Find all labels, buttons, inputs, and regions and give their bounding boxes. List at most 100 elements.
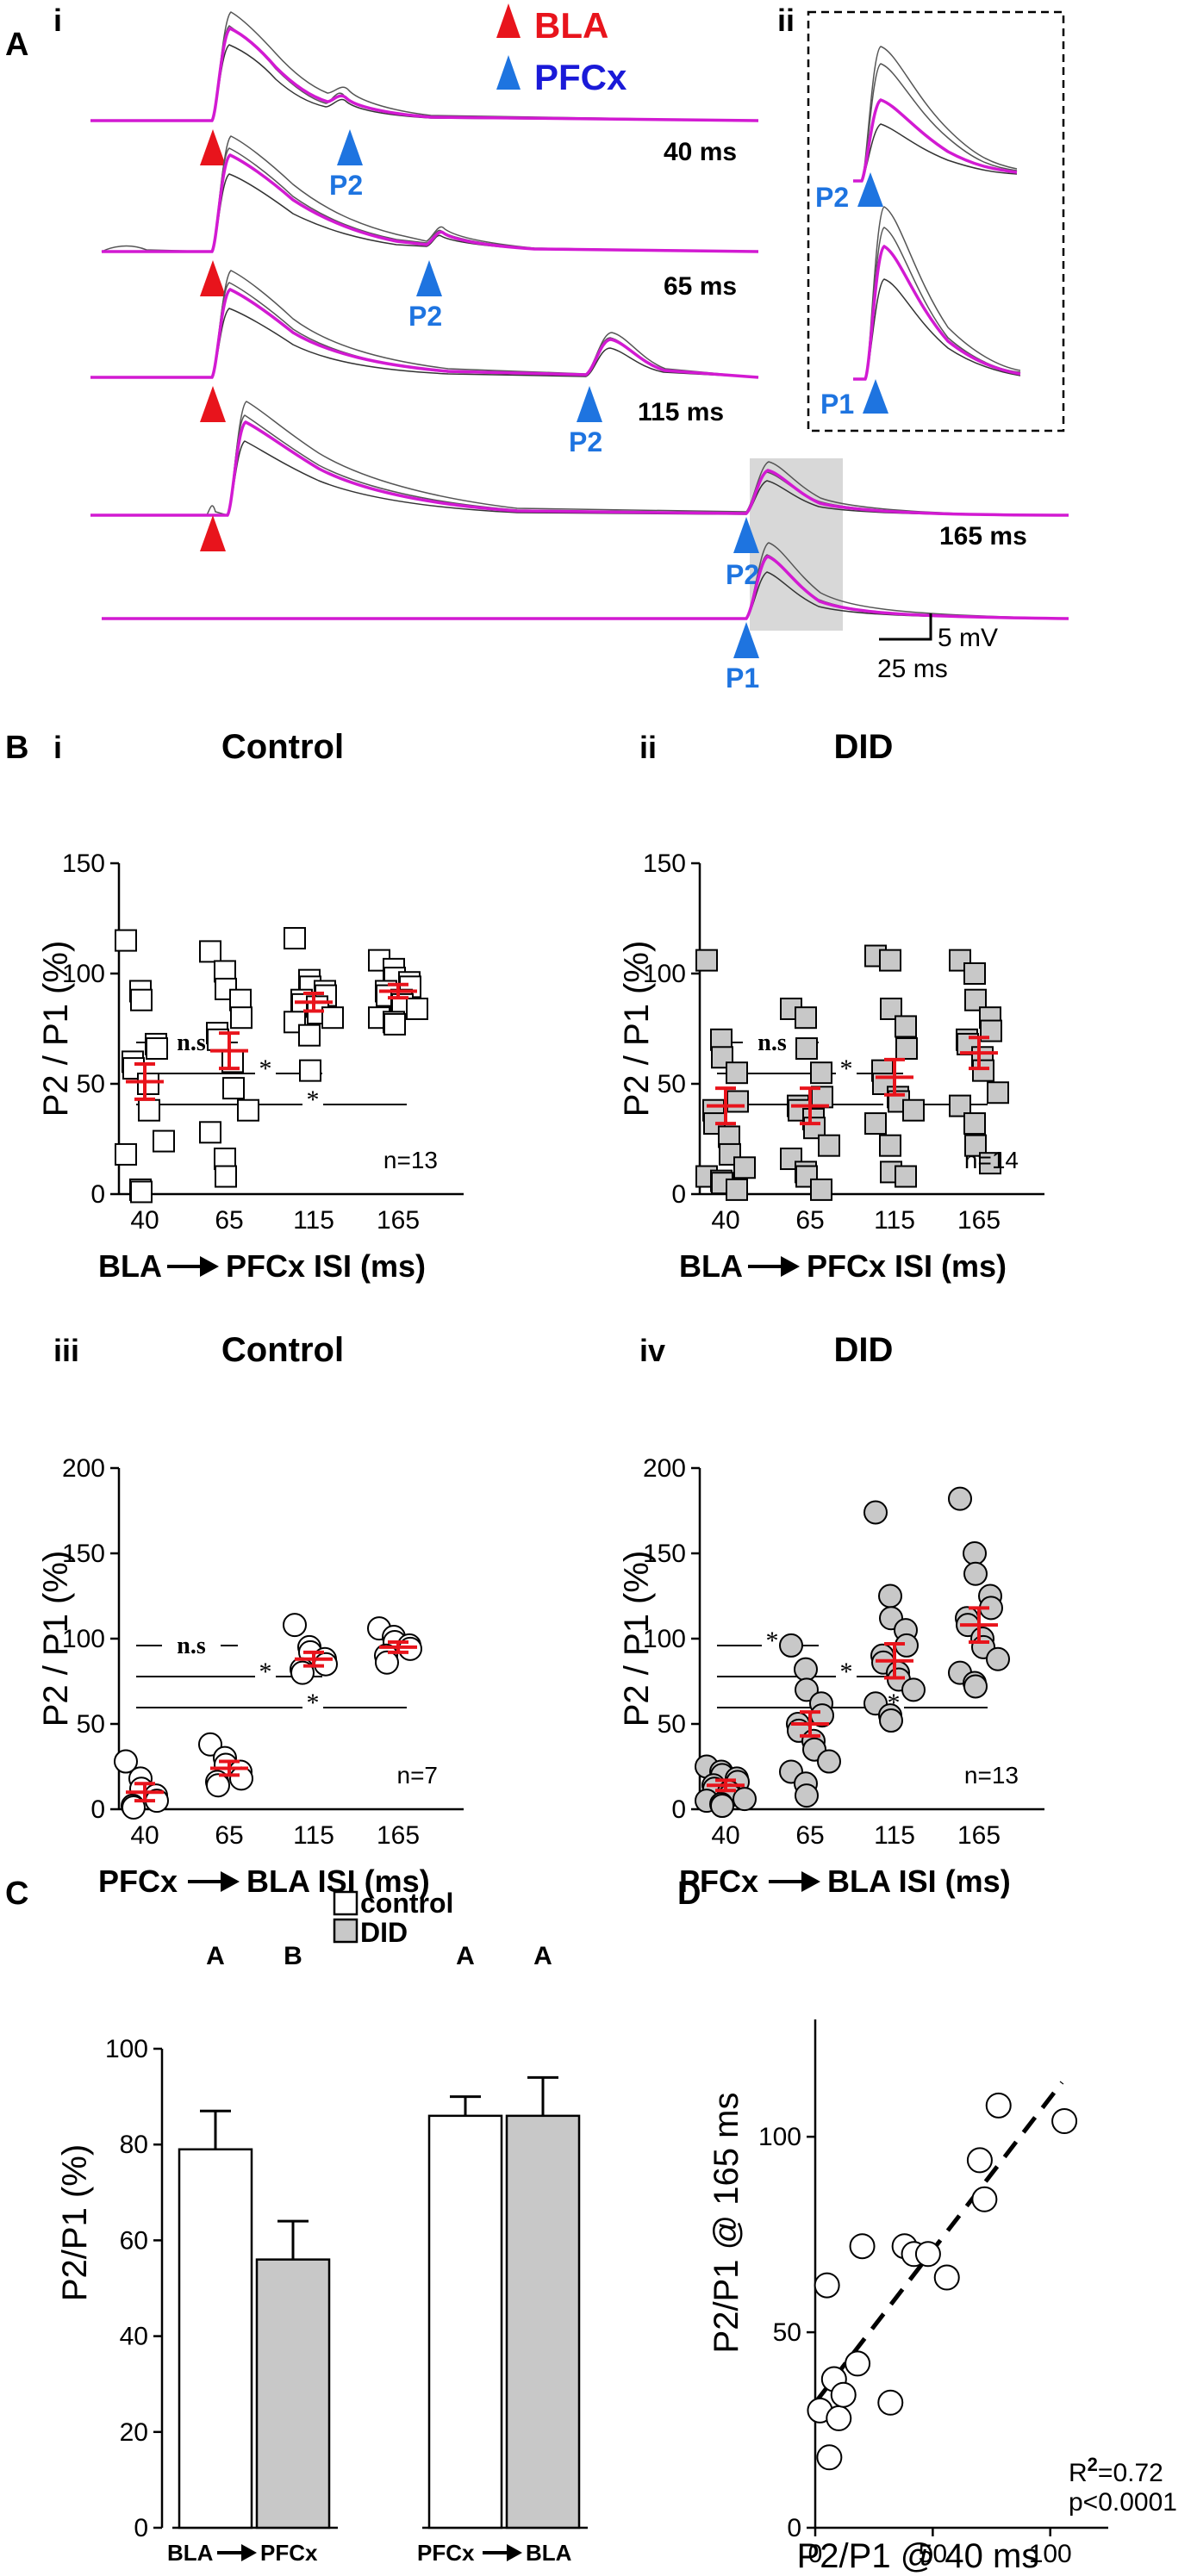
trace-raw: [90, 308, 759, 378]
trace-raw: [853, 46, 1018, 182]
b-iii-chart: iii Control P2 / P1 (%) 0 50 100 150 200 40 65 115…: [37, 1331, 464, 1899]
data-point: [711, 1046, 733, 1069]
data-point: [963, 1561, 988, 1586]
trace-mean: [90, 26, 759, 122]
d-r2-value: =0.72: [1098, 2459, 1163, 2487]
b-x-tick-label: 115: [293, 1821, 334, 1850]
bar-group-letter: B: [284, 1942, 302, 1970]
bar: [178, 2148, 253, 2529]
data-point: [948, 1486, 972, 1511]
trace-mean: [102, 555, 1069, 620]
arrow-right-icon: [200, 1256, 219, 1277]
data-point: [115, 929, 137, 952]
b-ii-chart: ii DID P2 / P1 (%) 0 50 100 150 40 65 115 165 BLA PF…: [618, 728, 1044, 1284]
c-x-label-right: BLA: [526, 2540, 572, 2566]
trace-65ms: 65 ms: [101, 135, 759, 301]
b-y-axis-label: P2 / P1 (%): [37, 1551, 75, 1727]
d-x-tick-label: 0: [808, 2540, 823, 2568]
trace-isi-label: 115 ms: [638, 398, 724, 426]
data-point: [199, 1121, 221, 1144]
pfcx-stim-arrowhead-icon: [857, 172, 883, 207]
data-point: [849, 2233, 876, 2260]
b-y-tick-label: 150: [62, 849, 105, 878]
legend-control-label: control: [360, 1888, 453, 1919]
data-point: [130, 1180, 153, 1204]
data-point: [726, 1061, 748, 1085]
b-y-tick-label: 50: [77, 1710, 105, 1739]
data-point: [987, 1081, 1009, 1104]
trace-mean: [853, 98, 1018, 183]
b-sub-label: ii: [639, 730, 657, 765]
b-title: DID: [834, 728, 894, 766]
b-x-label-right: PFCx ISI (ms): [807, 1248, 1007, 1284]
d-x-tick-label: 50: [919, 2540, 947, 2568]
b-x-tick-label: 40: [130, 1206, 159, 1235]
d-regression-line: [814, 2081, 1064, 2405]
data-point: [122, 1057, 145, 1080]
data-point: [779, 1633, 803, 1658]
inset-p1-traces: [853, 206, 1021, 381]
data-point: [726, 1178, 748, 1201]
c-y-tick-label: 80: [120, 2131, 148, 2159]
d-x-tick-label: 100: [1029, 2540, 1072, 2568]
data-point: [914, 2241, 941, 2268]
b-x-label-left: BLA: [679, 1248, 743, 1284]
arrow-right-icon: [507, 2544, 522, 2561]
trace-isi-label: 65 ms: [664, 272, 737, 301]
panel-a: A i ii BLA PFCx 40 ms P2 65 ms: [5, 3, 1069, 694]
trace-isi-label: 40 ms: [664, 138, 737, 166]
b-y-tick-label: 100: [62, 1625, 105, 1653]
data-point: [198, 1732, 222, 1757]
data-point: [298, 1024, 321, 1047]
arrow-right-icon: [241, 2544, 257, 2561]
trace-raw: [90, 44, 759, 121]
bla-stim-arrowhead-icon: [200, 515, 226, 551]
c-y-tick-label: 60: [120, 2226, 148, 2255]
b-y-axis-label: P2 / P1 (%): [618, 1551, 656, 1727]
trace-raw: [102, 542, 1069, 619]
c-y-tick-label: 100: [105, 2035, 148, 2063]
data-point: [1051, 2108, 1078, 2134]
trace-mean: [90, 420, 1069, 517]
b-sig-label-bg: [762, 1637, 782, 1654]
b-sig-label: *: [840, 1658, 853, 1686]
data-point: [880, 997, 902, 1020]
b-sig-label-bg: [302, 1699, 323, 1716]
b-y-tick-label: 150: [643, 849, 686, 878]
c-y-tick-label: 20: [120, 2418, 148, 2447]
d-p-value: p<0.0001: [1069, 2488, 1177, 2517]
data-point: [137, 1073, 159, 1095]
data-point: [810, 1061, 832, 1085]
b-n-label: n=13: [964, 1762, 1019, 1789]
panel-letter-a: A: [5, 27, 28, 63]
b-x-tick-label: 65: [795, 1206, 824, 1235]
b-sig-label: *: [307, 1689, 320, 1717]
data-point: [963, 1112, 986, 1136]
data-point: [985, 2092, 1012, 2119]
p2-label: P2: [726, 559, 759, 590]
data-point: [895, 1015, 917, 1038]
b-y-tick-label: 200: [62, 1454, 105, 1483]
bla-stim-arrowhead-icon: [200, 260, 226, 296]
b-x-label-right: BLA ISI (ms): [827, 1864, 1011, 1899]
trace-raw: [90, 440, 1069, 516]
panel-b: i Control P2 / P1 (%) 0 50 100 150 40 65 115 165 BL…: [37, 728, 1044, 1899]
trace-115ms: 115 ms: [90, 270, 759, 426]
data-point: [895, 1037, 918, 1061]
trace-raw: [101, 147, 759, 252]
bar: [427, 2114, 503, 2529]
b-sig-label-bg: [255, 1668, 276, 1685]
pfcx-stim-arrowhead-icon: [416, 260, 442, 296]
b-y-tick-label: 0: [671, 1795, 686, 1824]
b-y-tick-label: 100: [62, 960, 105, 988]
data-point: [963, 1674, 988, 1699]
trace-165ms: 165 ms: [90, 401, 1069, 551]
trace-raw: [853, 123, 1018, 182]
b-x-tick-label: 65: [215, 1206, 243, 1235]
bla-stim-arrowhead-icon: [200, 386, 226, 422]
b-x-axis-label: PFCx BLA ISI (ms): [679, 1864, 1011, 1899]
b-sig-label: n.s: [177, 1030, 206, 1056]
c-y-axis-label: P2/P1 (%): [56, 2144, 94, 2301]
b-x-tick-label: 40: [130, 1821, 159, 1850]
data-point: [830, 2381, 857, 2408]
